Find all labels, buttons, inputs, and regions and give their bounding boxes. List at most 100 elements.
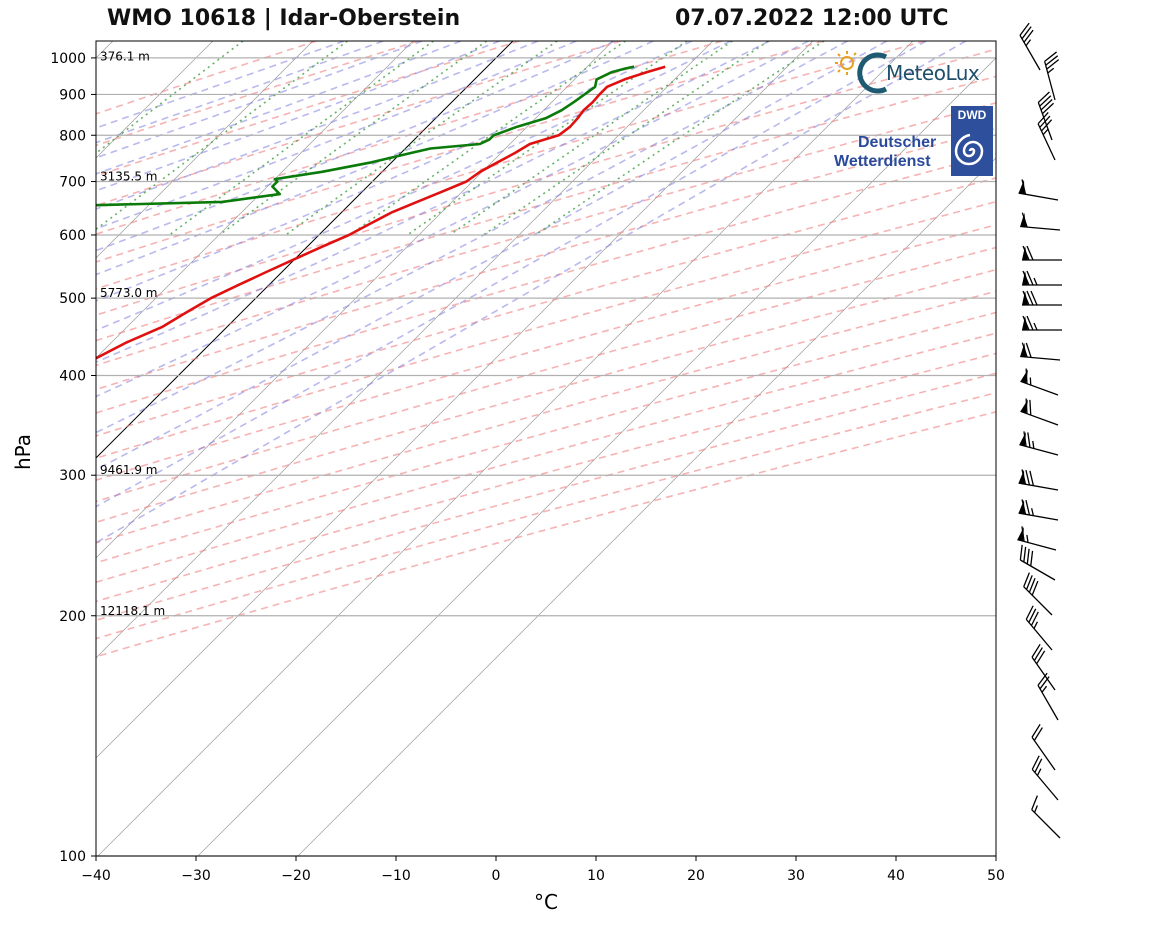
moist-adiabat-line — [96, 41, 731, 332]
wind-barb-full — [1026, 270, 1034, 286]
height-labels: 12118.1 m 9461.9 m 5773.0 m 3135.5 m 376.1 m — [100, 49, 165, 617]
wind-barb-staff — [1044, 61, 1056, 101]
profiles — [96, 65, 666, 360]
wind-barb-staff — [1020, 559, 1056, 581]
x-tick-label: 40 — [887, 868, 905, 884]
wind-barb-full — [1021, 212, 1028, 228]
wind-barb-full — [1021, 179, 1027, 195]
wind-barb-staff — [1025, 618, 1053, 651]
wind-barb-flag — [1020, 212, 1027, 228]
isotherm-line — [96, 41, 314, 259]
x-tick-label: −30 — [181, 868, 211, 884]
y-axis: 100 200 300 400 500 600 700 800 900 1000 — [50, 51, 96, 865]
wind-barb-full — [1023, 572, 1030, 587]
meteolux-wordmark: MeteoLux — [886, 61, 980, 85]
isotherm-line — [96, 41, 814, 759]
wind-barb — [1037, 111, 1056, 161]
dry-adiabat-line — [96, 200, 996, 460]
mixing-ratio-line — [449, 41, 733, 236]
wind-barb-full — [1026, 290, 1034, 306]
wind-barb — [1022, 290, 1062, 306]
dry-adiabat-line — [96, 41, 419, 147]
plot-frame — [95, 40, 997, 857]
x-axis: −40 −30 −20 −10 0 10 20 30 40 50 — [81, 856, 1005, 884]
moist-adiabat-line — [96, 41, 927, 508]
x-tick-label: 20 — [687, 868, 705, 884]
moist-adiabat-line — [96, 41, 423, 159]
wind-barb-full — [1023, 546, 1027, 563]
wind-barb-full — [1023, 29, 1034, 43]
dewpoint-profile-line — [96, 65, 635, 207]
dry-adiabat-line — [96, 127, 996, 391]
wind-barb-full — [1031, 795, 1038, 810]
wind-barb-staff — [1020, 410, 1059, 426]
x-tick-label: −10 — [381, 868, 411, 884]
y-axis-label: hPa — [11, 434, 35, 470]
wind-barb-full — [1039, 676, 1050, 690]
y-tick-label: 900 — [59, 87, 86, 103]
x-tick-label: 30 — [787, 868, 805, 884]
isotherm-line — [97, 41, 914, 856]
mixing-ratio-line — [219, 41, 488, 236]
wind-barb-full — [1021, 342, 1028, 358]
wind-barb-full — [1025, 342, 1032, 358]
height-label: 5773.0 m — [100, 286, 158, 300]
height-label: 376.1 m — [100, 49, 150, 63]
x-tick-label: 50 — [987, 868, 1005, 884]
wind-barb — [1017, 526, 1057, 551]
wind-barb — [1022, 270, 1062, 286]
wind-barb — [1020, 342, 1061, 361]
x-tick-label: −40 — [81, 868, 111, 884]
wind-barb-full — [1027, 432, 1031, 448]
dry-adiabat-line — [96, 332, 996, 584]
wind-barb-full — [1028, 608, 1037, 623]
wind-barb-half — [1031, 508, 1035, 516]
height-label: 3135.5 m — [100, 170, 158, 184]
wind-barb-full — [1036, 650, 1046, 665]
wind-barb-full — [1021, 499, 1027, 515]
wind-barb — [1019, 22, 1041, 71]
dwd-wordmark-line1: Deutscher — [858, 134, 937, 151]
dry-adiabat-line — [96, 177, 996, 437]
wind-barb-full — [1021, 26, 1032, 40]
dry-adiabat-line — [96, 41, 317, 115]
wind-barb-full — [1022, 270, 1030, 286]
isotherm-zero-line — [96, 41, 514, 459]
meteolux-logo: MeteoLux — [832, 47, 997, 97]
wind-barb — [1022, 315, 1062, 331]
moist-adiabat-line — [96, 41, 693, 302]
dry-adiabat-line — [96, 391, 996, 640]
wind-barb — [1037, 91, 1054, 141]
wind-barb-full — [1022, 245, 1030, 261]
wind-barb-flag — [1022, 271, 1028, 285]
dry-adiabat-line — [96, 41, 926, 290]
dry-adiabat-line — [96, 311, 996, 564]
height-label: 9461.9 m — [100, 463, 158, 477]
y-tick-label: 300 — [59, 468, 86, 484]
wind-barb-staff — [1019, 444, 1059, 456]
dry-adiabat-line — [96, 41, 621, 207]
dry-adiabat-line — [96, 410, 996, 658]
wind-barb-full — [1025, 605, 1034, 620]
dwd-wordmark-line2: Wetterdienst — [834, 153, 931, 170]
isotherm-line — [297, 157, 996, 856]
wind-barb-flag — [1022, 291, 1028, 305]
wind-barb-full — [1040, 99, 1053, 111]
wind-barb-staff — [1018, 192, 1059, 201]
wind-barb — [1020, 212, 1061, 231]
wind-barb-flag — [1022, 246, 1028, 260]
wind-barb — [1022, 245, 1062, 261]
wind-barb-staff — [1031, 656, 1056, 691]
wind-barb-full — [1030, 290, 1038, 306]
wind-barb-full — [1021, 469, 1027, 485]
y-tick-label: 700 — [59, 175, 86, 191]
wind-barb — [1031, 643, 1056, 691]
x-axis-label: °C — [534, 890, 558, 914]
height-label: 12118.1 m — [100, 604, 165, 618]
wind-barb — [1044, 51, 1060, 101]
wind-barb-full — [1029, 399, 1032, 416]
moist-adiabat-line — [96, 41, 384, 144]
wind-barb-full — [1041, 102, 1054, 115]
wind-barb-half — [1025, 39, 1032, 47]
wind-barb-full — [1037, 91, 1050, 103]
